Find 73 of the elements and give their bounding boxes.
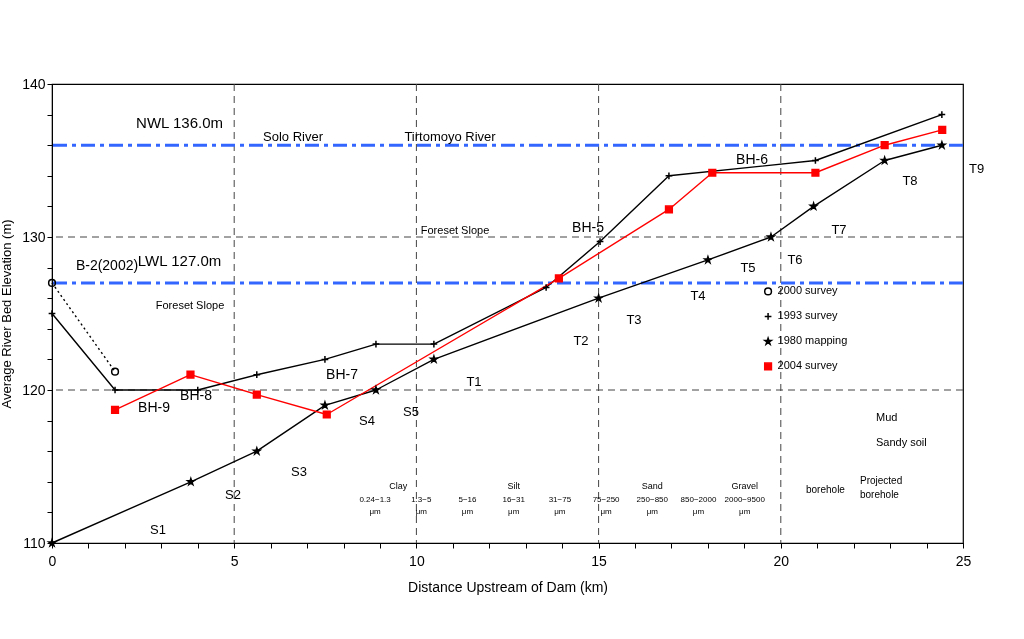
annotation: 16−31 μm <box>502 495 526 516</box>
x-tick-label: 20 <box>773 552 790 569</box>
annotation: 1.3−5 μm <box>411 495 432 516</box>
annotation: T4 <box>690 288 706 303</box>
x-tick-label: 25 <box>955 552 972 569</box>
x-tick-label: 5 <box>230 552 239 569</box>
annotation: BH-8 <box>180 387 213 403</box>
annotation: Foreset Slope <box>420 224 490 236</box>
annotation: 0.24−1.3 μm <box>359 495 392 516</box>
annotation: BH-9 <box>138 399 171 415</box>
annotation: S2 <box>225 487 241 502</box>
annotation: Sand <box>641 481 663 491</box>
annotation: Solo River <box>263 129 324 144</box>
annotation: 2000−9500 μm <box>724 495 766 516</box>
point <box>186 370 195 379</box>
point <box>880 141 889 150</box>
annotation: Sandy soil <box>876 436 927 448</box>
annotation: T8 <box>902 173 918 188</box>
legend-label: 2004 survey <box>777 359 839 372</box>
point <box>595 237 605 246</box>
x-tick-label: 0 <box>48 552 57 569</box>
annotation: T1 <box>466 374 482 389</box>
y-tick-label: 140 <box>22 75 46 92</box>
annotation: Projected borehole <box>860 475 903 500</box>
annotation: B-2(2002) <box>75 257 139 273</box>
annotation: 31−75 μm <box>548 495 572 516</box>
annotation: BH-7 <box>326 366 359 382</box>
point <box>110 367 120 376</box>
annotation: borehole <box>806 484 846 495</box>
legend-label: 1993 survey <box>777 309 839 322</box>
annotation: Tirtomoyo River <box>404 129 497 144</box>
y-tick-label: 120 <box>22 381 46 398</box>
point <box>664 205 674 214</box>
ref-line-label: NWL 136.0m <box>136 114 224 132</box>
point <box>708 168 717 177</box>
x-tick-label: 15 <box>591 552 608 569</box>
annotation: T2 <box>573 333 589 348</box>
point <box>252 390 261 399</box>
annotation: Clay <box>389 481 408 491</box>
annotation: S4 <box>359 413 375 428</box>
y-axis-title: Average River Bed Elevation (m) <box>0 219 15 409</box>
annotation: Gravel <box>731 481 758 491</box>
annotation: Mud <box>876 411 898 423</box>
annotation: S5 <box>403 404 419 419</box>
point <box>322 410 331 419</box>
point <box>554 274 563 283</box>
y-tick-label: 130 <box>22 228 46 245</box>
annotation: T7 <box>831 222 847 237</box>
point <box>938 125 947 134</box>
legend-label: 2000 survey <box>777 284 839 297</box>
x-tick-label: 10 <box>409 552 425 569</box>
annotation: 250−850 μm <box>636 495 669 516</box>
point <box>47 278 57 287</box>
annotation: BH-6 <box>736 151 769 167</box>
annotation: T6 <box>787 252 803 267</box>
annotation: T5 <box>740 260 756 275</box>
point <box>542 283 551 292</box>
point <box>811 168 820 177</box>
annotation: T3 <box>626 312 642 327</box>
annotation: 75−250 μm <box>592 495 621 516</box>
annotation: Silt <box>507 481 521 491</box>
text: T9 <box>969 161 985 176</box>
x-axis-title: Distance Upstream of Dam (km) <box>408 578 608 595</box>
annotation: Foreset Slope <box>155 299 225 311</box>
legend-label: 1980 mapping <box>777 334 848 347</box>
annotation: BH-5 <box>572 219 605 235</box>
annotation: S1 <box>150 522 166 537</box>
y-tick-label: 110 <box>23 534 46 551</box>
annotation: 850−2000 μm <box>680 495 717 516</box>
annotation: 5−16 μm <box>458 495 478 516</box>
point <box>110 405 120 414</box>
ref-line-label: LWL 127.0m <box>137 251 222 269</box>
annotation: S3 <box>291 464 307 479</box>
